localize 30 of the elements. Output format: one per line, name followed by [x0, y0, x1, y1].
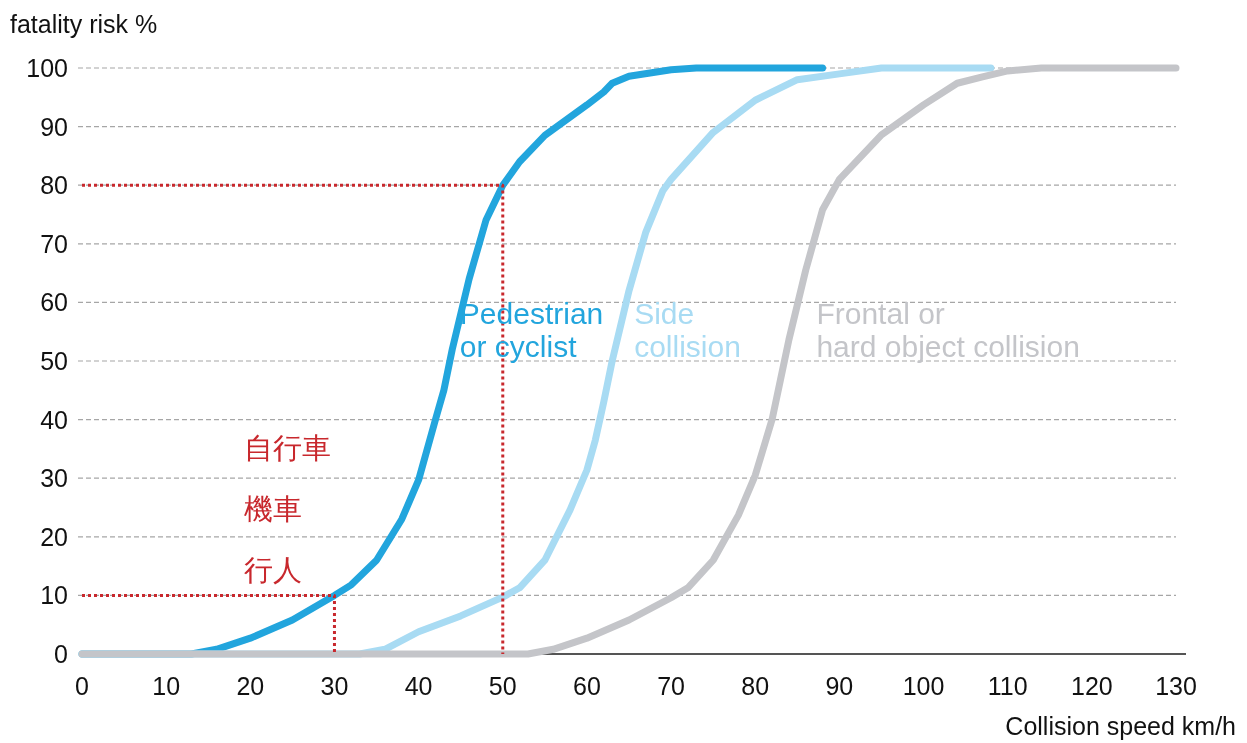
- x-tick-label: 110: [987, 672, 1028, 700]
- y-tick-label: 50: [40, 347, 68, 375]
- x-tick-label: 130: [1155, 672, 1197, 700]
- x-tick-label: 30: [320, 672, 349, 700]
- y-axis-title: fatality risk %: [10, 10, 158, 38]
- x-axis-title: Collision speed km/h: [1005, 712, 1236, 740]
- x-tick-label: 20: [236, 672, 265, 700]
- y-tick-label: 60: [40, 288, 68, 317]
- annotation: 行人: [244, 554, 302, 586]
- x-tick-label: 40: [404, 672, 433, 700]
- x-tick-label: 120: [1071, 672, 1113, 700]
- y-tick-label: 90: [40, 112, 68, 141]
- y-tick-label: 20: [40, 522, 68, 551]
- x-tick-label: 70: [657, 672, 685, 700]
- x-tick-label: 10: [152, 672, 181, 700]
- y-tick-label: 0: [54, 640, 68, 668]
- y-tick-label: 40: [40, 405, 68, 434]
- y-tick-label: 70: [40, 229, 68, 258]
- x-tick-label: 80: [741, 672, 770, 700]
- y-tick-label: 10: [40, 581, 68, 610]
- x-tick-label: 50: [488, 672, 517, 700]
- x-tick-label: 100: [902, 672, 945, 700]
- y-tick-label: 80: [40, 171, 68, 200]
- x-tick-label: 0: [75, 672, 89, 700]
- y-tick-label: 30: [40, 464, 68, 493]
- y-tick-label: 100: [26, 54, 68, 82]
- annotation: 自行車: [244, 432, 331, 464]
- x-tick-label: 60: [573, 672, 601, 700]
- annotation: 機車: [244, 493, 302, 525]
- x-tick-label: 90: [825, 672, 854, 700]
